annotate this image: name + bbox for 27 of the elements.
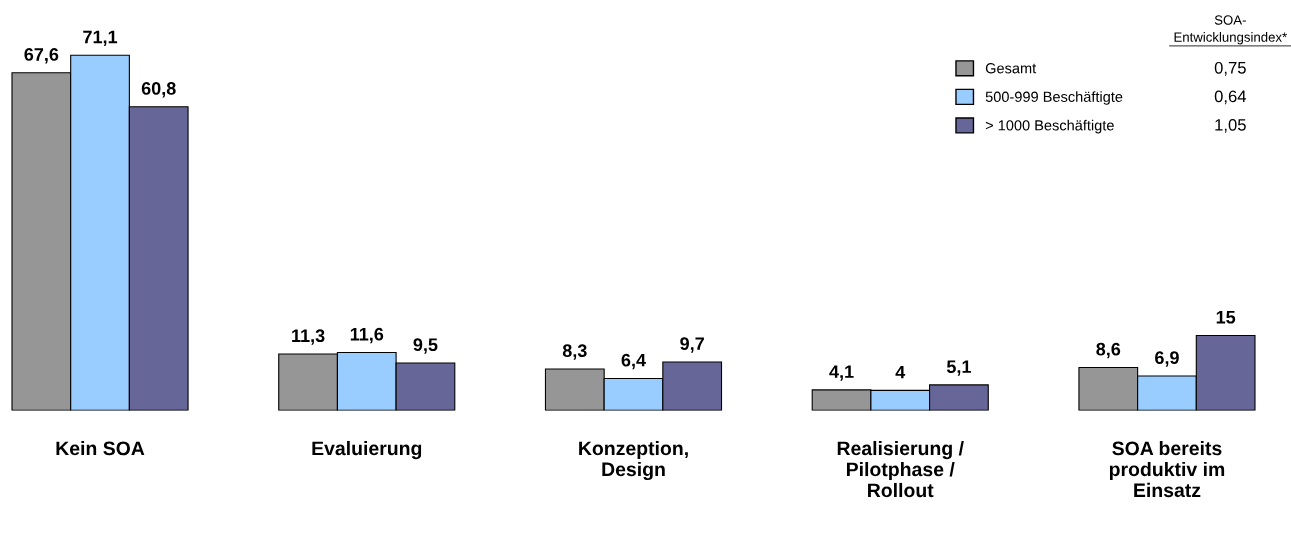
data-label: 4,1 [829, 365, 854, 381]
legend-label: Gesamt [985, 63, 1037, 74]
x-tick-label: Realisierung / Pilotphase / Rollout [837, 440, 964, 498]
data-label: 9,7 [680, 337, 704, 353]
x-tick-label: SOA bereits produktiv im Einsatz [1109, 440, 1225, 498]
data-label: 8,3 [562, 344, 587, 360]
data-label: 15 [1216, 310, 1236, 324]
legend-label: 500-999 Beschäftigte [985, 91, 1123, 105]
legend-title: SOA- Entwicklungsindex* [1174, 15, 1287, 45]
data-label: 67,6 [24, 48, 59, 64]
data-label: 8,6 [1096, 342, 1121, 359]
data-label: 6,4 [621, 353, 646, 370]
annotation: 0,64 [1214, 90, 1247, 105]
annotation: 0,75 [1214, 61, 1246, 76]
x-tick-label: Kein SOA [56, 440, 145, 456]
data-label: 5,1 [946, 360, 971, 376]
data-label: 9,5 [413, 338, 438, 354]
x-tick-label: Konzeption, Design [579, 440, 688, 481]
data-label: 11,3 [292, 329, 325, 345]
legend-label: > 1000 Beschäftigte [985, 119, 1114, 134]
annotation: 1,05 [1215, 118, 1246, 133]
data-label: 11,6 [350, 327, 384, 344]
data-label: 4 [895, 365, 906, 379]
data-label: 6,9 [1155, 351, 1179, 367]
data-label: 71,1 [83, 30, 118, 46]
data-label: 60,8 [141, 82, 176, 98]
x-tick-label: Evaluierung [312, 440, 422, 460]
